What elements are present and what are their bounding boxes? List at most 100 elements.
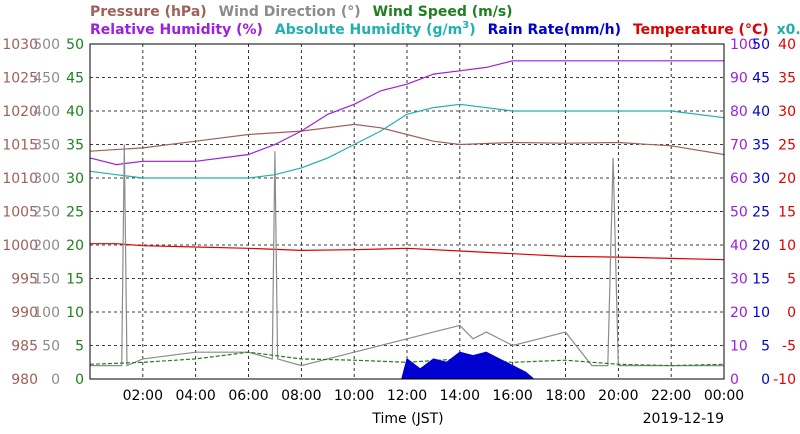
- legend-item: Rain Rate(mm/h): [488, 22, 621, 38]
- legend-item: Absolute Humidity (g/m: [275, 22, 462, 38]
- x-tick-label: 02:00: [123, 388, 163, 404]
- tick-label-rain-rate: 0: [761, 372, 770, 388]
- tick-label-pressure: 995: [11, 272, 38, 288]
- tick-label-rain-rate: 5: [761, 339, 770, 355]
- tick-label-wind-direction: 0: [51, 372, 60, 388]
- tick-label-wind-speed: 0: [75, 372, 84, 388]
- series-layer: [89, 60, 725, 380]
- legend-item: Temperature (°C): [633, 22, 769, 38]
- tick-label-humidity: 100: [730, 37, 757, 53]
- tick-label-rain-rate: 10: [752, 305, 770, 321]
- tick-label-temperature: 0: [787, 305, 796, 321]
- tick-label-wind-speed: 10: [66, 305, 84, 321]
- legend-item: Relative Humidity (%): [90, 22, 263, 38]
- tick-label-humidity: 40: [730, 238, 748, 254]
- date-label: 2019-12-19: [643, 411, 724, 427]
- tick-label-rain-rate: 30: [752, 171, 770, 187]
- tick-label-wind-speed: 40: [66, 104, 84, 120]
- tick-label-wind-direction: 250: [33, 205, 60, 221]
- x-tick-label: 14:00: [440, 388, 480, 404]
- x-tick-label: 20:00: [598, 388, 638, 404]
- tick-label-wind-speed: 5: [75, 339, 84, 355]
- tick-label-rain-rate: 40: [752, 104, 770, 120]
- plot-frame: [89, 43, 725, 380]
- tick-label-wind-direction: 350: [33, 138, 60, 154]
- series-wind-direction: [90, 144, 724, 367]
- legend-item-close: ): [469, 22, 475, 38]
- tick-label-temperature: 10: [778, 238, 796, 254]
- series-pressure-hpa: [89, 123, 725, 156]
- tick-label-wind-direction: 400: [33, 104, 60, 120]
- tick-label-humidity: 30: [730, 272, 748, 288]
- x-tick-label: 12:00: [387, 388, 427, 404]
- tick-label-wind-direction: 100: [33, 305, 60, 321]
- x-axis-title: Time (JST): [371, 411, 443, 427]
- tick-label-wind-direction: 50: [42, 339, 60, 355]
- tick-label-wind-speed: 20: [66, 238, 84, 254]
- tick-label-temperature: 40: [778, 37, 796, 53]
- tick-label-humidity: 60: [730, 171, 748, 187]
- tick-label-wind-speed: 35: [66, 138, 84, 154]
- tick-label-wind-speed: 30: [66, 171, 84, 187]
- tick-label-wind-direction: 300: [33, 171, 60, 187]
- tick-label-rain-rate: 50: [752, 37, 770, 53]
- tick-label-temperature: 5: [787, 272, 796, 288]
- x-tick-label: 10:00: [334, 388, 374, 404]
- tick-label-wind-speed: 15: [66, 272, 84, 288]
- tick-label-humidity: 0: [730, 372, 739, 388]
- tick-label-temperature: -5: [782, 339, 796, 355]
- tick-label-rain-rate: 20: [752, 238, 770, 254]
- tick-label-rain-rate: 45: [752, 71, 770, 87]
- x-tick-label: 08:00: [281, 388, 321, 404]
- tick-label-wind-speed: 50: [66, 37, 84, 53]
- x-tick-label: 04:00: [175, 388, 215, 404]
- tick-label-pressure: 1015: [2, 138, 38, 154]
- legend-row-1: Pressure (hPa) Wind Direction (°) Wind Spe…: [90, 4, 513, 20]
- legend-item: x0.1: [777, 22, 800, 38]
- tick-label-pressure: 980: [11, 372, 38, 388]
- legend-row-2: Relative Humidity (%) Absolute Humidity (…: [90, 20, 800, 38]
- tick-label-pressure: 1030: [2, 37, 38, 53]
- tick-label-rain-rate: 15: [752, 272, 770, 288]
- tick-label-rain-rate: 35: [752, 138, 770, 154]
- tick-label-pressure: 990: [11, 305, 38, 321]
- tick-label-pressure: 1025: [2, 71, 38, 87]
- tick-label-temperature: 20: [778, 171, 796, 187]
- series-rain-rate: [401, 351, 536, 380]
- y-axes: 1030102510201015101010051000995990985980…: [2, 37, 796, 388]
- legend-superscript: 3: [462, 20, 469, 31]
- legend-item: Pressure (hPa): [90, 4, 207, 20]
- series-absolute-humidity-g-m-x: [89, 103, 725, 179]
- tick-label-humidity: 50: [730, 205, 748, 221]
- tick-label-pressure: 1020: [2, 104, 38, 120]
- tick-label-humidity: 90: [730, 71, 748, 87]
- tick-label-humidity: 10: [730, 339, 748, 355]
- legend-item: Wind Speed (m/s): [373, 4, 513, 20]
- tick-label-temperature: 15: [778, 205, 796, 221]
- tick-label-humidity: 80: [730, 104, 748, 120]
- series-relative-humidity: [89, 60, 724, 166]
- x-tick-label: 22:00: [651, 388, 691, 404]
- tick-label-humidity: 20: [730, 305, 748, 321]
- series-temperature-c: [90, 243, 725, 261]
- tick-label-pressure: 1000: [2, 238, 38, 254]
- tick-label-humidity: 70: [730, 138, 748, 154]
- x-tick-label: 06:00: [228, 388, 268, 404]
- tick-label-wind-speed: 25: [66, 205, 84, 221]
- legend-item: Wind Direction (°): [219, 4, 361, 20]
- x-axis: 02:00 04:00 06:00 08:00 10:00 12:00 14:00 16:00…: [123, 388, 745, 404]
- tick-label-wind-direction: 200: [33, 238, 60, 254]
- tick-label-temperature: 30: [778, 104, 796, 120]
- tick-label-pressure: 985: [11, 339, 38, 355]
- tick-label-wind-direction: 450: [33, 71, 60, 87]
- tick-label-pressure: 1005: [2, 205, 38, 221]
- tick-label-wind-direction: 500: [33, 37, 60, 53]
- x-tick-label: 00:00: [704, 388, 744, 404]
- tick-label-rain-rate: 25: [752, 205, 770, 221]
- tick-label-wind-direction: 150: [33, 272, 60, 288]
- tick-label-temperature: 25: [778, 138, 796, 154]
- x-tick-label: 18:00: [545, 388, 585, 404]
- x-tick-label: 16:00: [492, 388, 532, 404]
- tick-label-temperature: 35: [778, 71, 796, 87]
